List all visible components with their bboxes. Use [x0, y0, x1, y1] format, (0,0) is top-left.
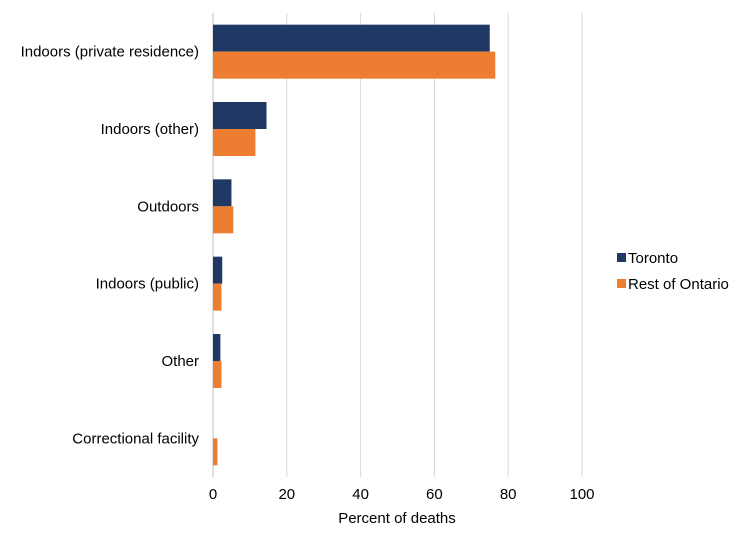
bar-toronto — [213, 102, 267, 129]
category-label: Indoors (other) — [101, 121, 199, 138]
bar-rest-of-ontario — [213, 51, 496, 79]
category-labels: Indoors (private residence) Indoors (othe… — [21, 44, 200, 448]
category-label: Indoors (public) — [96, 276, 199, 293]
legend-label: Rest of Ontario — [628, 276, 729, 293]
x-tick-label-80: 80 — [500, 486, 517, 503]
legend-swatch — [617, 253, 626, 262]
bar-toronto — [213, 256, 223, 284]
bar-toronto — [213, 334, 221, 361]
x-axis-title: Percent of deaths — [338, 510, 456, 527]
x-tick-label-0: 0 — [209, 486, 217, 503]
x-tick-label-60: 60 — [426, 486, 443, 503]
category-label: Correctional facility — [72, 430, 199, 447]
x-tick-label-40: 40 — [352, 486, 369, 503]
legend-label: Toronto — [628, 250, 678, 267]
category-label: Other — [161, 353, 199, 370]
x-tick-labels: 0 20 40 60 80 100 — [209, 486, 595, 503]
gridlines — [212, 13, 583, 477]
legend: Toronto Rest of Ontario — [617, 250, 729, 293]
x-tick-label-20: 20 — [278, 486, 295, 503]
bar-rest-of-ontario — [213, 129, 256, 156]
bar-toronto — [213, 179, 232, 207]
bar-rest-of-ontario — [213, 361, 222, 388]
category-label: Indoors (private residence) — [21, 44, 199, 61]
bar-toronto — [213, 24, 490, 52]
legend-swatch — [617, 279, 626, 288]
bar-rest-of-ontario — [213, 438, 218, 466]
bars — [213, 24, 496, 466]
category-label: Outdoors — [137, 198, 199, 215]
bar-rest-of-ontario — [213, 206, 234, 234]
bar-rest-of-ontario — [213, 283, 222, 311]
x-tick-label-100: 100 — [569, 486, 594, 503]
